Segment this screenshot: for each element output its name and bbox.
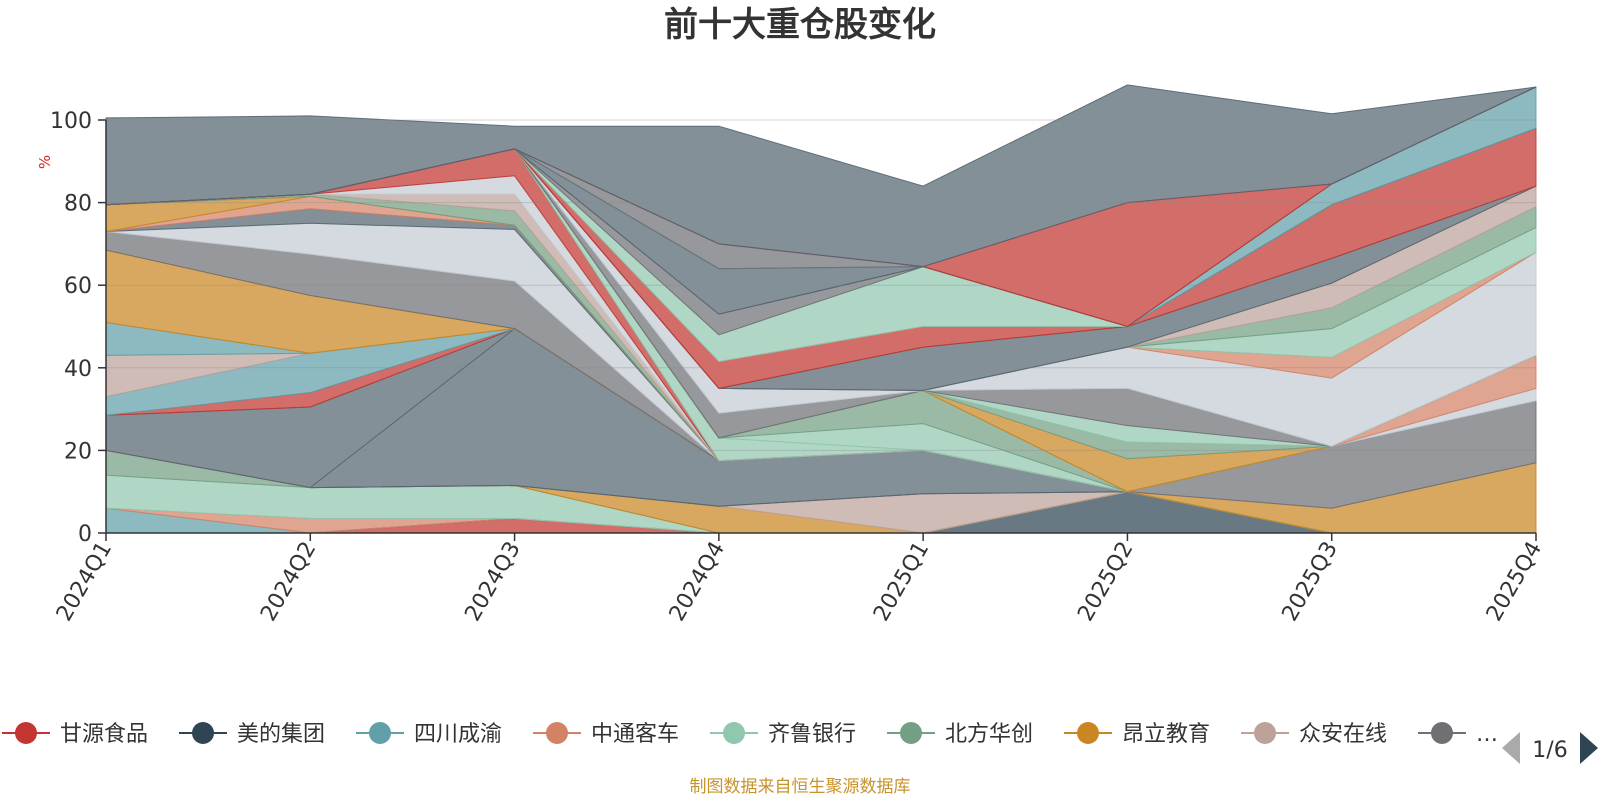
legend-item[interactable]: 美的集团 — [179, 722, 325, 747]
legend-label-truncated: … — [1476, 722, 1498, 747]
legend-item[interactable]: 齐鲁银行 — [710, 722, 856, 747]
legend: 甘源食品 美的集团 四川成渝 中通客车 齐鲁银行 北方华创 昂立教育 众安在线 … — [2, 722, 1498, 747]
y-tick-label: 40 — [64, 357, 92, 382]
x-tick-label: 2024Q3 — [460, 538, 525, 626]
x-tick-label: 2025Q2 — [1073, 538, 1138, 626]
y-tick-label: 60 — [64, 274, 92, 299]
legend-label: 美的集团 — [237, 722, 325, 747]
y-tick-label: 80 — [64, 192, 92, 217]
legend-label: 甘源食品 — [60, 722, 148, 747]
legend-next-page-icon[interactable] — [1580, 732, 1598, 764]
y-axis-unit-label: % — [36, 155, 54, 169]
axes: % — [36, 120, 1536, 534]
legend-item[interactable]: 四川成渝 — [356, 722, 502, 747]
legend-pager: 1/6 — [1502, 732, 1598, 764]
y-tick-labels: 0 20 40 60 80 100 — [50, 109, 106, 547]
chart-title: 前十大重仓股变化 — [664, 5, 936, 45]
grid-lines — [106, 119, 1536, 451]
x-tick-labels: 2024Q1 2024Q2 2024Q3 2024Q4 2025Q1 2025Q2 2025… — [52, 533, 1547, 626]
legend-item[interactable]: 昂立教育 — [1064, 722, 1210, 747]
legend-label: 昂立教育 — [1122, 722, 1210, 747]
legend-circle-icon — [723, 722, 745, 744]
x-tick-label: 2024Q4 — [665, 538, 730, 626]
y-tick-label: 0 — [78, 522, 92, 547]
legend-label: 北方华创 — [945, 722, 1033, 747]
area-series-49 — [105, 84, 1537, 268]
legend-page-indicator: 1/6 — [1532, 738, 1567, 763]
legend-item[interactable]: 众安在线 — [1241, 722, 1387, 747]
x-tick-label: 2025Q4 — [1482, 538, 1547, 626]
legend-circle-icon — [1254, 722, 1276, 744]
x-tick-label: 2024Q2 — [256, 538, 321, 626]
legend-circle-icon — [369, 722, 391, 744]
legend-label: 众安在线 — [1299, 722, 1387, 747]
legend-prev-page-icon[interactable] — [1502, 732, 1520, 764]
source-note: 制图数据来自恒生聚源数据库 — [689, 777, 911, 797]
x-tick-label: 2025Q3 — [1278, 538, 1343, 626]
y-tick-label: 100 — [50, 109, 92, 134]
legend-circle-icon — [1431, 722, 1453, 744]
legend-circle-icon — [192, 722, 214, 744]
legend-circle-icon — [900, 722, 922, 744]
legend-circle-icon — [546, 722, 568, 744]
legend-item[interactable]: 北方华创 — [887, 722, 1033, 747]
x-tick-label: 2024Q1 — [52, 538, 117, 626]
legend-label: 四川成渝 — [414, 722, 502, 747]
area-series-layer — [105, 84, 1537, 534]
x-tick-label: 2025Q1 — [869, 538, 934, 626]
y-tick-label: 20 — [64, 439, 92, 464]
legend-label: 齐鲁银行 — [768, 722, 856, 747]
legend-item[interactable]: 甘源食品 — [2, 722, 148, 747]
legend-item[interactable]: … — [1418, 722, 1498, 747]
legend-circle-icon — [15, 722, 37, 744]
legend-item[interactable]: 中通客车 — [533, 722, 679, 747]
legend-circle-icon — [1077, 722, 1099, 744]
legend-label: 中通客车 — [591, 722, 679, 747]
